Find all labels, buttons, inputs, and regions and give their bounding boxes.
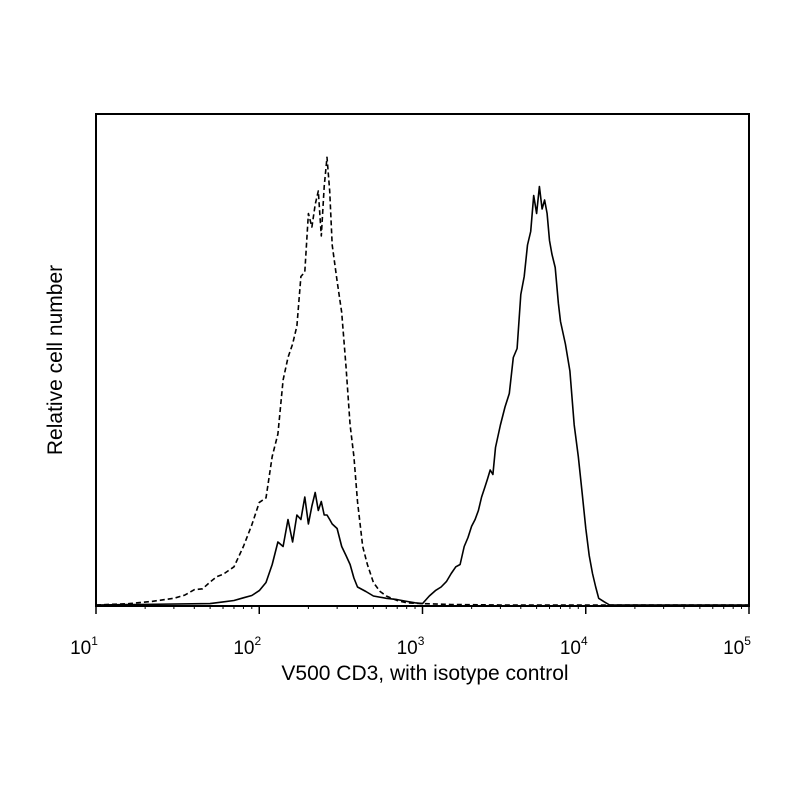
series-layer [95,156,749,606]
x-tick-label-base: 10 [560,638,581,659]
x-tick-label-exponent: 3 [418,634,425,648]
x-axis-ticks: 101 102 103 104 105 [70,605,751,659]
x-tick-label-base: 10 [233,638,254,659]
x-tick-label-exponent: 5 [744,634,751,648]
isotype-control-histogram-line [95,156,749,606]
x-tick-label: 101 [70,634,98,659]
x-axis-title: V500 CD3, with isotype control [281,662,568,685]
x-tick-label: 105 [723,634,751,659]
x-tick-label-exponent: 2 [254,634,261,648]
x-tick-label: 102 [233,634,261,659]
x-tick-label-base: 10 [397,638,418,659]
y-axis-title: Relative cell number [44,265,67,455]
x-tick-label-exponent: 4 [581,634,588,648]
x-tick-label-base: 10 [70,638,91,659]
x-tick-label-exponent: 1 [91,634,98,648]
x-tick-label: 104 [560,634,588,659]
cd3-histogram-line [95,185,749,606]
x-tick-label-base: 10 [723,638,744,659]
x-tick-label: 103 [397,634,425,659]
